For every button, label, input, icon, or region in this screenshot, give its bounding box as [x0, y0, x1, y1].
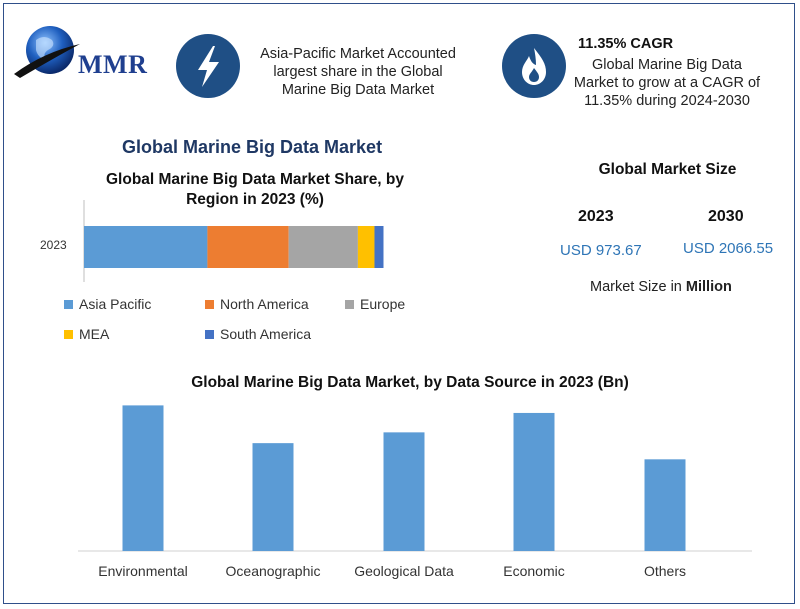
category-label-environmental: Environmental [98, 563, 188, 579]
main-title: Global Marine Big Data Market [122, 137, 383, 157]
stack-segment-europe [288, 226, 358, 268]
legend-asia-pacific: Asia Pacific [64, 296, 151, 312]
source-bar-chart [78, 405, 752, 552]
flame-icon [502, 34, 566, 98]
market-size-year-2023: 2023 [578, 208, 614, 225]
source-chart-title: Global Marine Big Data Market, by Data S… [191, 374, 629, 391]
legend-south-america: South America [205, 326, 311, 342]
lightning-icon [176, 34, 240, 98]
legend-swatch [205, 329, 214, 339]
legend-label: Europe [360, 296, 406, 312]
category-label-others: Others [643, 563, 686, 579]
legend-swatch [345, 299, 354, 309]
category-label-oceanographic: Oceanographic [225, 563, 321, 579]
stack-segment-south-america [374, 226, 384, 268]
legend-mea: MEA [64, 326, 109, 342]
legend-swatch [64, 299, 73, 309]
market-size-unit-bold: Million [685, 279, 732, 295]
stack-segment-asia-pacific [84, 226, 208, 268]
legend-swatch [64, 329, 73, 339]
legend-label: South America [220, 326, 312, 342]
region-chart-title-line: Global Marine Big Data Market Share, by [105, 171, 405, 188]
region-chart-title-line: Region in 2023 (%) [186, 191, 324, 208]
legend-label: MEA [79, 326, 110, 342]
category-label-economic: Economic [503, 563, 565, 579]
bar-geological-data [383, 432, 425, 551]
stack-segment-mea [357, 226, 375, 268]
highlight1-text: Asia-Pacific Market Accounted largest sh… [248, 45, 468, 99]
market-size-unit: Market Size in Million [590, 279, 732, 295]
market-size-title: Global Market Size [598, 161, 737, 178]
region-chart-title: Global Marine Big Data Market Share, by … [90, 170, 420, 210]
bar-oceanographic [252, 443, 294, 551]
legend-europe: Europe [345, 296, 405, 312]
highlight1-line: Marine Big Data Market [281, 82, 435, 98]
region-stacked-bar-chart [83, 200, 384, 282]
highlight2-line: Market to grow at a CAGR of [573, 75, 761, 91]
highlight2-line: 11.35% during 2024-2030 [584, 93, 750, 109]
stack-segment-north-america [207, 226, 289, 268]
market-size-unit-prefix: Market Size in [590, 279, 686, 295]
market-size-value-2030: USD 2066.55 [683, 240, 774, 257]
highlight2-text: Global Marine Big Data Market to grow at… [562, 56, 772, 110]
highlight1-line: Asia-Pacific Market Accounted [260, 46, 456, 62]
logo-text: MMR [78, 50, 148, 79]
bar-economic [513, 412, 555, 551]
infographic-frame [3, 3, 795, 604]
market-size-year-2030: 2030 [708, 208, 744, 225]
legend-label: North America [220, 296, 309, 312]
bar-others [644, 459, 686, 551]
highlight2-line: Global Marine Big Data [592, 57, 742, 73]
globe-logo-icon [14, 26, 80, 78]
legend-north-america: North America [205, 296, 309, 312]
legend-swatch [205, 299, 214, 309]
region-chart-category-label: 2023 [40, 238, 67, 252]
bar-environmental [122, 405, 164, 551]
market-size-value-2023: USD 973.67 [560, 242, 642, 259]
cagr-title: 11.35% CAGR [578, 36, 674, 52]
category-label-geological-data: Geological Data [354, 563, 454, 579]
legend-label: Asia Pacific [79, 296, 152, 312]
highlight1-line: largest share in the Global [273, 64, 443, 80]
